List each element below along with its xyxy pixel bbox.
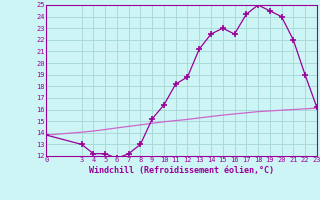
- X-axis label: Windchill (Refroidissement éolien,°C): Windchill (Refroidissement éolien,°C): [89, 166, 274, 175]
